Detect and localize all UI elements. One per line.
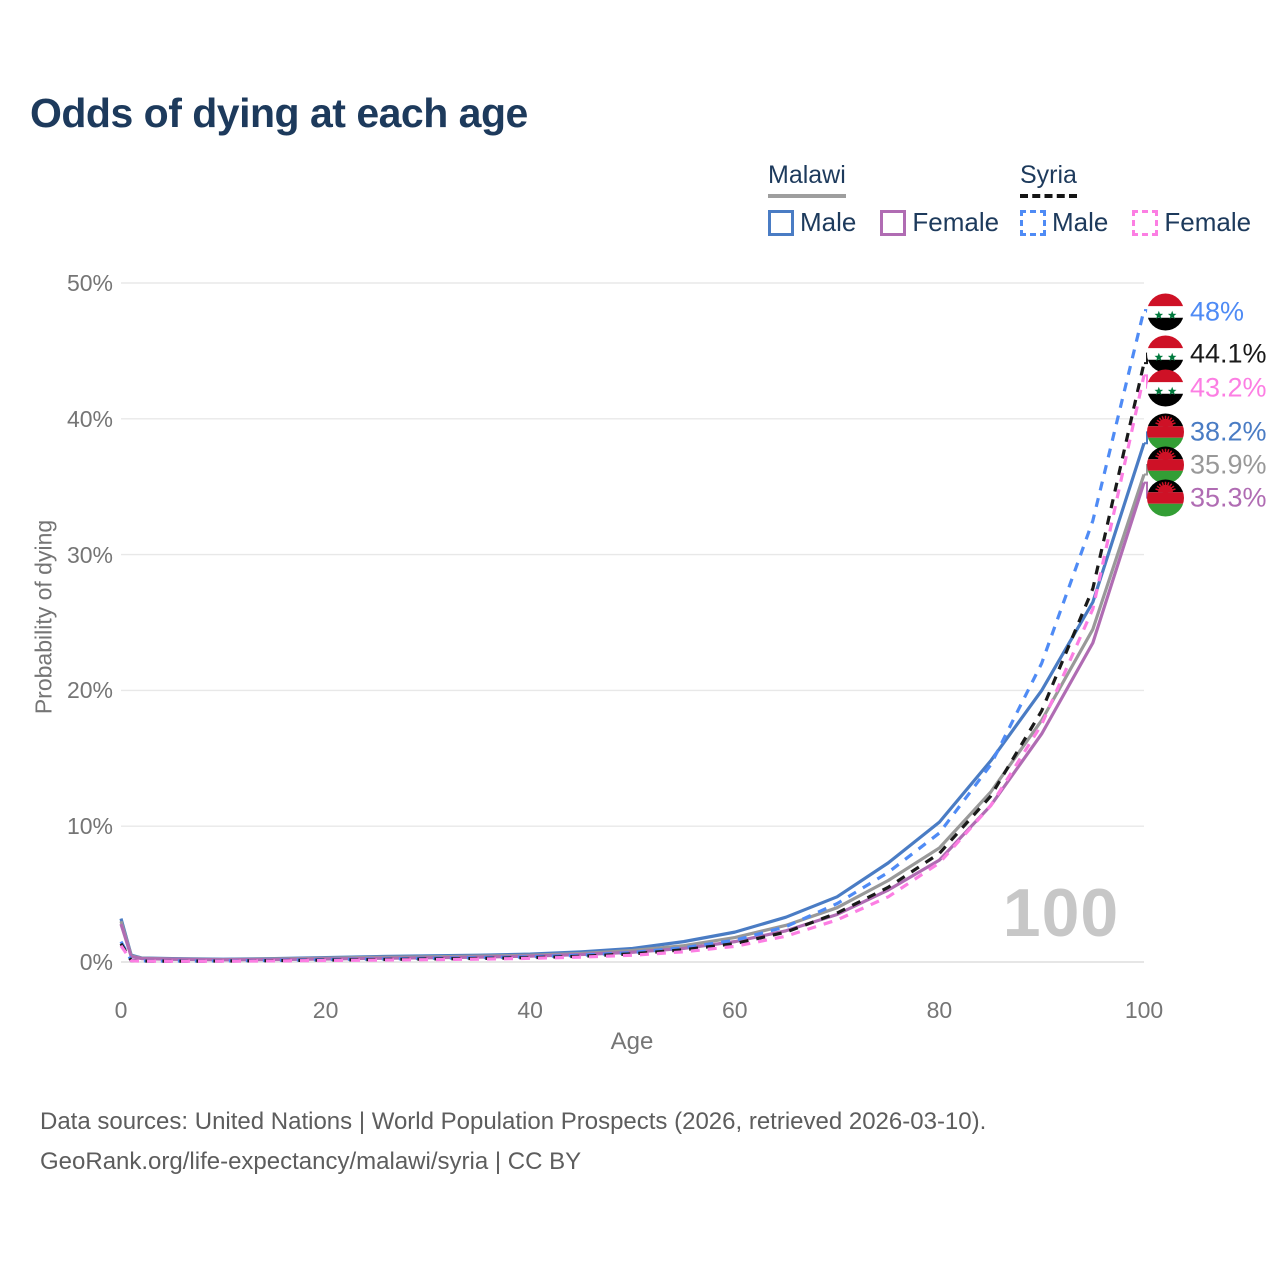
end-value-label: 35.9%	[1190, 449, 1267, 480]
x-tick-label-20: 20	[312, 997, 339, 1023]
x-axis-title: Age	[610, 1028, 654, 1055]
legend-header-malawi[interactable]: Malawi	[768, 161, 846, 198]
end-label-malawi-female[interactable]: 35.3%	[1147, 479, 1267, 517]
end-label-syria-female[interactable]: 43.2%	[1147, 369, 1267, 407]
legend-item-syria-female[interactable]: Female	[1132, 207, 1251, 238]
y-tick-label-20%: 20%	[66, 677, 113, 704]
malawi-flag-icon	[1147, 446, 1184, 484]
end-label-syria-male[interactable]: 48%	[1147, 293, 1245, 331]
series-line-malawi-both-sexes[interactable]	[119, 473, 1146, 962]
legend-label-malawi-male: Male	[800, 207, 857, 237]
attribution-link-text[interactable]: GeoRank.org/life-expectancy/malawi/syria…	[40, 1148, 582, 1175]
end-value-label: 38.2%	[1190, 416, 1267, 447]
legend-label-syria-male: Male	[1052, 207, 1109, 237]
end-value-label: 35.3%	[1190, 482, 1267, 513]
syria-flag-icon	[1147, 293, 1184, 331]
end-value-label: 43.2%	[1190, 372, 1267, 403]
legend-swatch-syria-male	[1020, 209, 1046, 236]
legend-swatch-malawi-female	[880, 209, 907, 236]
y-axis-title: Probability of dying	[30, 519, 57, 715]
chart-title: Odds of dying at each age	[30, 90, 528, 136]
age-counter-watermark: 100	[1002, 875, 1120, 951]
legend-group-syria: Syria Male Female	[1020, 161, 1251, 238]
y-tick-label-50%: 50%	[66, 270, 113, 296]
legend-item-malawi-female[interactable]: Female	[880, 207, 999, 238]
malawi-flag-icon	[1147, 413, 1184, 451]
end-value-label: 48%	[1190, 296, 1245, 327]
legend-group-malawi: Malawi Male Female	[768, 161, 999, 238]
data-sources-text: Data sources: United Nations | World Pop…	[40, 1108, 987, 1135]
legend-label-malawi-female: Female	[912, 207, 1000, 237]
y-tick-label-40%: 40%	[66, 405, 113, 432]
legend-swatch-malawi-male	[768, 209, 794, 236]
end-value-label: 44.1%	[1190, 338, 1267, 369]
x-tick-label-100: 100	[1124, 997, 1164, 1023]
syria-flag-icon	[1147, 335, 1184, 373]
y-tick-label-0%: 0%	[79, 949, 113, 975]
end-label-malawi-both-sexes[interactable]: 35.9%	[1147, 446, 1267, 484]
x-tick-label-80: 80	[926, 997, 953, 1023]
legend-item-malawi-male[interactable]: Male	[768, 207, 856, 238]
series-line-malawi-male[interactable]	[119, 442, 1146, 961]
legend-label-syria-female: Female	[1164, 207, 1252, 237]
legend-swatch-syria-female	[1132, 209, 1159, 236]
x-tick-label-40: 40	[517, 997, 543, 1023]
series-line-syria-both-sexes[interactable]	[119, 362, 1146, 963]
syria-flag-icon	[1147, 369, 1184, 407]
x-tick-label-60: 60	[722, 997, 748, 1023]
end-label-malawi-male[interactable]: 38.2%	[1147, 413, 1267, 451]
malawi-flag-icon	[1147, 479, 1184, 517]
legend-item-syria-male[interactable]: Male	[1020, 207, 1108, 238]
legend-header-syria[interactable]: Syria	[1020, 161, 1077, 198]
series-line-syria-female[interactable]	[119, 375, 1146, 963]
y-tick-label-10%: 10%	[66, 813, 113, 840]
end-label-syria-both-sexes[interactable]: 44.1%	[1147, 335, 1267, 373]
series-line-syria-male[interactable]	[119, 309, 1146, 963]
x-tick-label-0: 0	[114, 997, 128, 1023]
y-tick-label-30%: 30%	[66, 541, 113, 568]
